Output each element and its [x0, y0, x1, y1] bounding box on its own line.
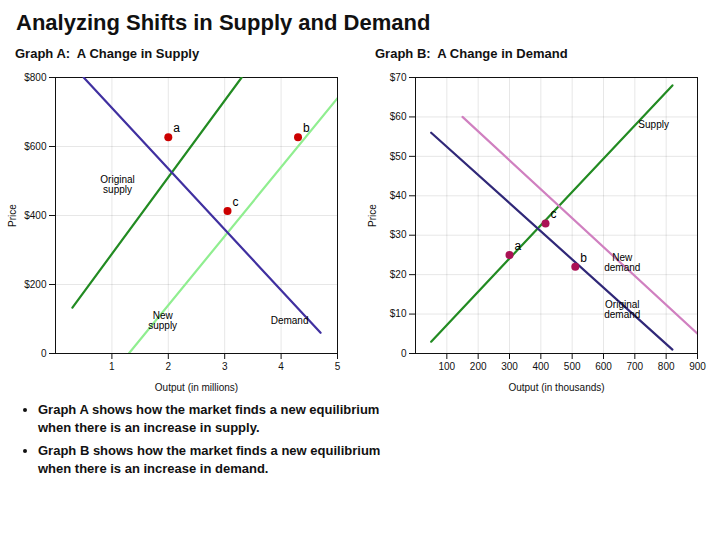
svg-text:Price: Price: [7, 204, 18, 227]
svg-text:b: b: [303, 121, 310, 135]
svg-text:600: 600: [595, 361, 612, 372]
svg-text:Supply: Supply: [638, 119, 669, 130]
svg-text:$10: $10: [390, 308, 407, 319]
html-text:Graph A: A Change in Supply: Graph A: A Change in Supply: [15, 46, 200, 61]
svg-text:Newdemand: Newdemand: [604, 252, 640, 273]
svg-text:0: 0: [401, 348, 407, 359]
svg-text:$70: $70: [390, 72, 407, 83]
svg-text:$30: $30: [390, 229, 407, 240]
svg-text:500: 500: [564, 361, 581, 372]
svg-text:$20: $20: [390, 269, 407, 280]
svg-text:a: a: [515, 239, 522, 253]
svg-text:2: 2: [166, 361, 172, 372]
svg-text:Originalsupply: Originalsupply: [100, 174, 134, 195]
svg-text:Originaldemand: Originaldemand: [604, 299, 640, 320]
svg-text:3: 3: [222, 361, 228, 372]
svg-text:c: c: [551, 207, 557, 221]
svg-text:$40: $40: [390, 190, 407, 201]
html-text:Graph B: A Change in Demand: Graph B: A Change in Demand: [375, 46, 568, 61]
svg-text:1: 1: [109, 361, 115, 372]
svg-text:400: 400: [532, 361, 549, 372]
svg-text:Output (in millions): Output (in millions): [155, 382, 238, 393]
html-text:Graph B shows how the market f: Graph B shows how the market finds a new…: [38, 443, 381, 476]
svg-text:$200: $200: [24, 279, 47, 290]
svg-text:$400: $400: [24, 210, 47, 221]
svg-text:$800: $800: [24, 72, 47, 83]
svg-text:$50: $50: [390, 151, 407, 162]
svg-text:0: 0: [41, 348, 47, 359]
svg-text:Output (in thousands): Output (in thousands): [508, 382, 604, 393]
html-text:Analyzing Shifts in Supply and: Analyzing Shifts in Supply and Demand: [16, 10, 431, 35]
svg-text:b: b: [580, 251, 587, 265]
svg-text:100: 100: [438, 361, 455, 372]
svg-text:a: a: [173, 121, 180, 135]
svg-text:300: 300: [501, 361, 518, 372]
svg-text:$600: $600: [24, 141, 47, 152]
svg-text:Demand: Demand: [271, 315, 309, 326]
svg-text:4: 4: [278, 361, 284, 372]
svg-text:900: 900: [689, 361, 706, 372]
svg-text:Price: Price: [367, 204, 378, 227]
html-text:Graph A shows how the market f: Graph A shows how the market finds a new…: [38, 402, 380, 435]
svg-text:800: 800: [658, 361, 675, 372]
svg-text:700: 700: [626, 361, 643, 372]
svg-text:Newsupply: Newsupply: [148, 310, 177, 331]
svg-text:$60: $60: [390, 111, 407, 122]
svg-text:200: 200: [470, 361, 487, 372]
svg-text:5: 5: [335, 361, 341, 372]
svg-text:c: c: [233, 195, 239, 209]
